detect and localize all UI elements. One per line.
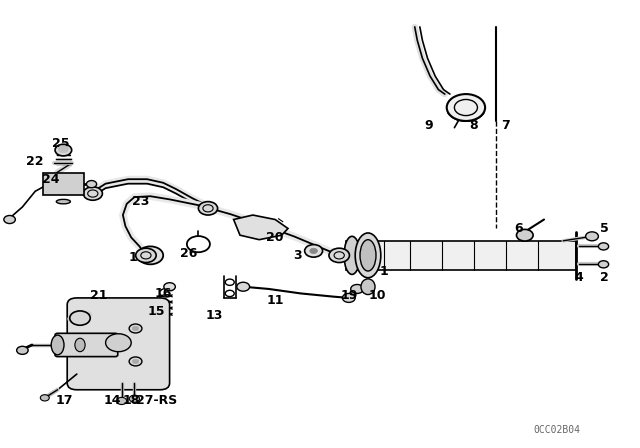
Circle shape: [132, 326, 139, 331]
Circle shape: [198, 202, 218, 215]
Circle shape: [116, 397, 127, 405]
Text: 12: 12: [129, 251, 147, 264]
Text: 26: 26: [180, 246, 198, 260]
Circle shape: [86, 181, 97, 188]
Circle shape: [55, 144, 72, 156]
Circle shape: [129, 324, 142, 333]
Text: 22: 22: [26, 155, 44, 168]
Circle shape: [598, 243, 609, 250]
Circle shape: [132, 359, 139, 364]
Circle shape: [516, 229, 533, 241]
Circle shape: [58, 146, 68, 153]
Circle shape: [598, 261, 609, 268]
Text: 8: 8: [469, 119, 478, 132]
Polygon shape: [234, 215, 288, 240]
Circle shape: [305, 245, 323, 257]
Circle shape: [106, 334, 131, 352]
Text: 18: 18: [122, 394, 140, 408]
FancyBboxPatch shape: [346, 241, 576, 270]
Ellipse shape: [51, 335, 64, 355]
Circle shape: [447, 94, 485, 121]
Circle shape: [237, 282, 250, 291]
Circle shape: [342, 293, 355, 302]
Circle shape: [164, 283, 175, 291]
Circle shape: [70, 311, 90, 325]
Text: 24: 24: [42, 172, 60, 186]
Circle shape: [4, 215, 15, 224]
Text: 2: 2: [600, 271, 609, 284]
FancyBboxPatch shape: [67, 298, 170, 390]
FancyBboxPatch shape: [43, 173, 84, 195]
Text: 3: 3: [293, 249, 302, 262]
Text: 1: 1: [380, 264, 388, 278]
Text: 13: 13: [205, 309, 223, 323]
Text: 6: 6: [514, 222, 523, 235]
Circle shape: [138, 246, 163, 264]
Circle shape: [129, 395, 140, 402]
Text: 25: 25: [52, 137, 70, 150]
Ellipse shape: [75, 338, 85, 352]
Circle shape: [351, 284, 364, 293]
Text: 19: 19: [340, 289, 358, 302]
Text: 27-RS: 27-RS: [136, 394, 177, 408]
Text: 9: 9: [424, 119, 433, 132]
Text: 4: 4: [575, 271, 584, 284]
Ellipse shape: [361, 279, 375, 295]
Text: 16: 16: [154, 287, 172, 300]
Text: 10: 10: [369, 289, 387, 302]
Ellipse shape: [360, 240, 376, 271]
Circle shape: [129, 357, 142, 366]
Text: 5: 5: [600, 222, 609, 235]
Ellipse shape: [56, 199, 70, 204]
Circle shape: [136, 248, 156, 263]
Text: 15: 15: [148, 305, 166, 318]
Circle shape: [329, 248, 349, 263]
Text: 23: 23: [132, 195, 150, 208]
Text: 21: 21: [90, 289, 108, 302]
Text: 17: 17: [55, 394, 73, 408]
Text: 11: 11: [266, 293, 284, 307]
Circle shape: [310, 248, 317, 254]
Ellipse shape: [355, 233, 381, 278]
FancyBboxPatch shape: [55, 333, 118, 357]
Circle shape: [586, 232, 598, 241]
Ellipse shape: [344, 237, 360, 274]
Text: 20: 20: [266, 231, 284, 244]
Text: 14: 14: [103, 394, 121, 408]
Circle shape: [40, 395, 49, 401]
Circle shape: [17, 346, 28, 354]
Circle shape: [83, 187, 102, 200]
Text: 7: 7: [501, 119, 510, 132]
Text: 0CC02B04: 0CC02B04: [533, 425, 580, 435]
